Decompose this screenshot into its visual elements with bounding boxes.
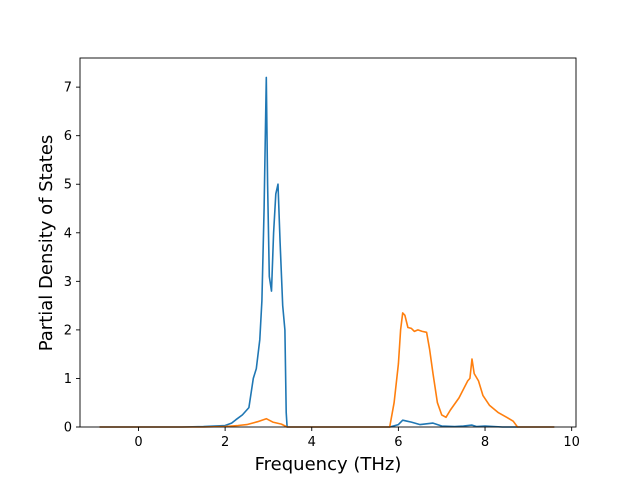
y-tick-label: 7 <box>64 81 72 96</box>
x-tick-label: 4 <box>308 435 316 450</box>
x-axis-label: Frequency (THz) <box>255 454 402 475</box>
x-tick-label: 6 <box>394 435 402 450</box>
series-line-1 <box>99 76 555 428</box>
x-tick-label: 2 <box>221 435 229 450</box>
y-tick-label: 3 <box>64 275 72 290</box>
x-tick-label: 0 <box>134 435 142 450</box>
plot-frame <box>79 57 577 428</box>
y-tick-label: 0 <box>64 421 72 436</box>
y-tick-label: 2 <box>64 323 72 338</box>
y-tick-label: 6 <box>64 129 72 144</box>
plot-area <box>99 76 555 428</box>
y-tick-label: 1 <box>64 372 72 387</box>
y-tick-label: 4 <box>64 226 72 241</box>
y-axis: 0 1 2 3 4 5 6 7 <box>64 81 80 436</box>
y-axis-label: Partial Density of States <box>36 135 57 352</box>
series-line-2 <box>99 312 555 428</box>
x-tick-label: 8 <box>481 435 489 450</box>
x-axis: 0 2 4 6 8 10 <box>134 427 580 450</box>
y-tick-label: 5 <box>64 178 72 193</box>
x-tick-label: 10 <box>563 435 580 450</box>
